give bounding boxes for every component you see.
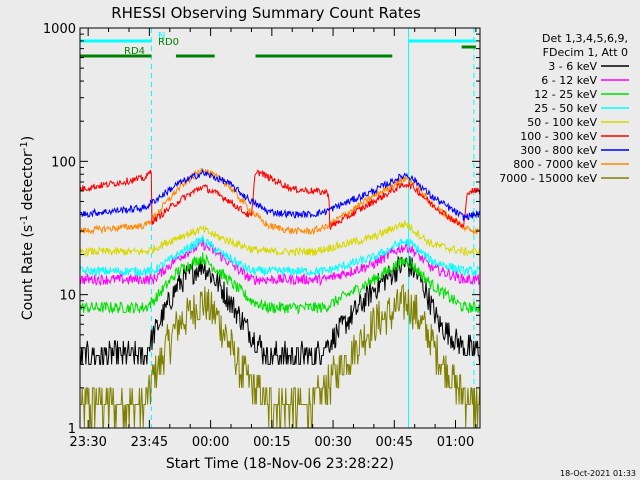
chart-title: RHESSI Observing Summary Count Rates	[111, 4, 421, 22]
series-line	[80, 168, 480, 236]
x-axis-label: Start Time (18-Nov-06 23:28:22)	[166, 456, 394, 472]
legend-header: Det 1,3,4,5,6,9,	[542, 32, 628, 45]
y-axis-label: Count Rate (s-1 detector-1)	[19, 136, 36, 320]
series-line	[80, 255, 480, 365]
legend: Det 1,3,4,5,6,9,FDecim 1, Att 03 - 6 keV…	[499, 32, 629, 185]
x-tick-label: 23:45	[131, 435, 168, 450]
legend-entry-label: 300 - 800 keV	[520, 144, 597, 157]
series-line	[80, 283, 480, 428]
x-tick-label: 00:45	[376, 435, 413, 450]
legend-entry-label: 12 - 25 keV	[534, 88, 597, 101]
legend-entry-label: 25 - 50 keV	[534, 102, 597, 115]
x-tick-label: 01:00	[437, 435, 474, 450]
x-tick-label: 00:15	[253, 435, 290, 450]
legend-header: FDecim 1, Att 0	[543, 46, 628, 59]
legend-entry-label: 6 - 12 keV	[541, 74, 597, 87]
series-line	[80, 238, 480, 287]
legend-entry-label: 100 - 300 keV	[520, 130, 597, 143]
legend-entry-label: 3 - 6 keV	[548, 60, 597, 73]
y-tick-label: 1	[68, 422, 76, 437]
legend-entry-label: 50 - 100 keV	[527, 116, 597, 129]
y-tick-label: 1000	[43, 22, 76, 37]
flag-label: RD0	[158, 37, 179, 48]
series-line	[80, 168, 480, 221]
y-tick-label: 100	[51, 155, 76, 170]
plot-frame	[79, 27, 481, 429]
x-tick-label: 00:00	[192, 435, 229, 450]
x-tick-label: 00:30	[314, 435, 351, 450]
series-line	[80, 252, 480, 316]
series-line	[80, 169, 480, 230]
flag-label: RD4	[124, 46, 145, 57]
legend-entry-label: 7000 - 15000 keV	[499, 172, 597, 185]
series-line	[80, 220, 480, 258]
series-line	[80, 235, 480, 277]
legend-entry-label: 800 - 7000 keV	[513, 158, 597, 171]
footer-timestamp: 18-Oct-2021 01:33	[560, 469, 636, 478]
y-tick-label: 10	[59, 289, 76, 304]
flag-label: N	[158, 31, 165, 42]
x-tick-label: 23:30	[69, 435, 106, 450]
